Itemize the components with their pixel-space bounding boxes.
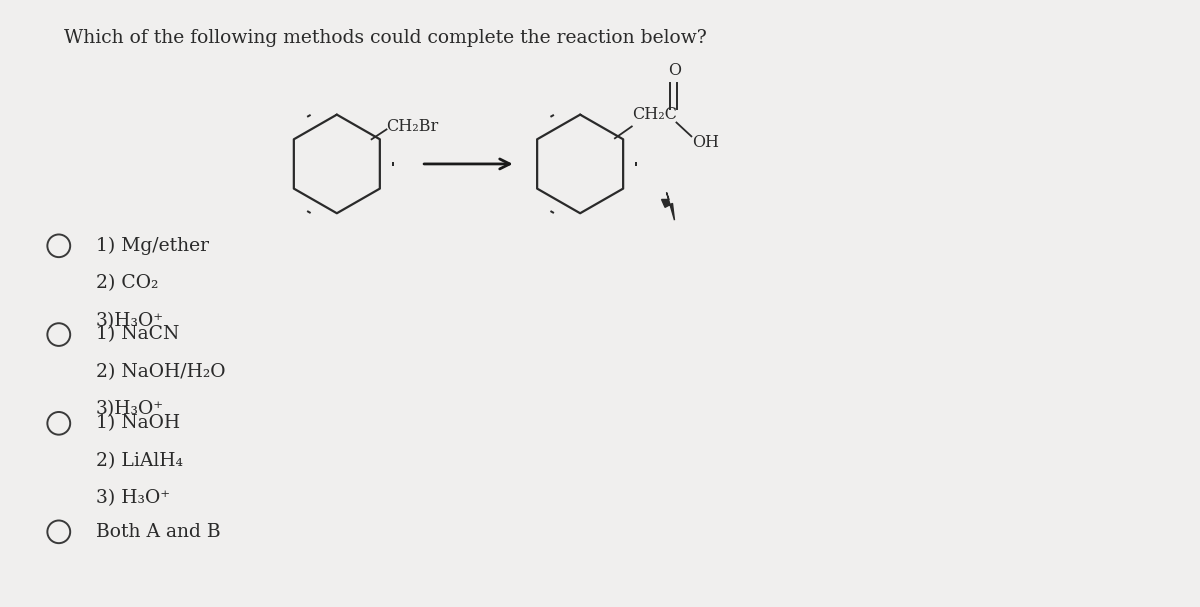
Text: Which of the following methods could complete the reaction below?: Which of the following methods could com… xyxy=(64,29,707,47)
Text: O: O xyxy=(668,62,680,79)
Text: OH: OH xyxy=(692,134,719,151)
Text: 2) NaOH/H₂O: 2) NaOH/H₂O xyxy=(96,363,226,381)
Text: 3)H₃O⁺: 3)H₃O⁺ xyxy=(96,312,163,330)
Text: CH₂C: CH₂C xyxy=(631,106,677,123)
Text: 1) NaOH: 1) NaOH xyxy=(96,415,180,432)
Text: 3)H₃O⁺: 3)H₃O⁺ xyxy=(96,401,163,418)
Text: Both A and B: Both A and B xyxy=(96,523,220,541)
Text: 3) H₃O⁺: 3) H₃O⁺ xyxy=(96,489,169,507)
Polygon shape xyxy=(661,192,674,220)
Text: 1) Mg/ether: 1) Mg/ether xyxy=(96,237,209,255)
Text: 1) NaCN: 1) NaCN xyxy=(96,325,179,344)
Text: CH₂Br: CH₂Br xyxy=(386,118,439,135)
Text: 2) LiAlH₄: 2) LiAlH₄ xyxy=(96,452,182,470)
Text: 2) CO₂: 2) CO₂ xyxy=(96,274,158,293)
